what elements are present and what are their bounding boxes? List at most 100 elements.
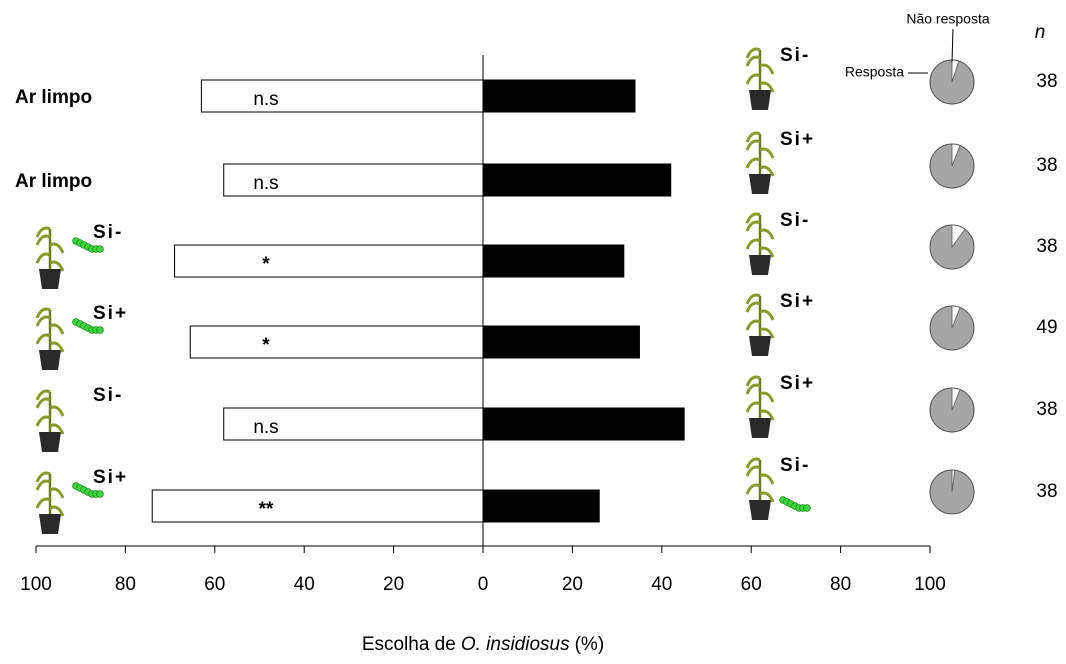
n-header: n — [1035, 22, 1046, 43]
x-tick-label: 20 — [562, 574, 583, 595]
right-treatment-label: Si+ — [780, 129, 815, 150]
right-treatment-label: Si- — [780, 210, 810, 231]
right-treatment-label: Si+ — [780, 291, 815, 312]
leaf — [747, 467, 760, 476]
pie-label-leader — [952, 29, 953, 62]
leaf — [760, 393, 773, 402]
leaf — [747, 321, 760, 330]
x-tick-label: 100 — [20, 574, 52, 595]
chart: 100 80 60 40 20 0 20 40 60 80 100 Escolha deO. insi… — [0, 0, 1066, 659]
left-treatment-label: Si- — [93, 222, 123, 243]
bar — [190, 326, 483, 358]
x-tick-label: 60 — [741, 574, 762, 595]
bar — [152, 490, 483, 522]
n-value: 38 — [1036, 155, 1057, 176]
plant-icon — [747, 295, 773, 356]
leaf — [37, 481, 50, 490]
plant-icon — [37, 309, 63, 370]
segment — [97, 246, 104, 253]
left-treatment-label: Si+ — [93, 303, 128, 324]
leaf — [37, 417, 50, 426]
left-treatment-label: Ar limpo — [15, 87, 92, 108]
plant-icon — [37, 228, 63, 289]
n-value: 38 — [1036, 71, 1057, 92]
pie-label: Não resposta — [906, 11, 989, 27]
right-treatment-label: Si- — [780, 455, 810, 476]
bar — [483, 490, 599, 522]
segment — [804, 505, 811, 512]
x-tick-label: 40 — [651, 574, 672, 595]
leaf — [37, 335, 50, 344]
n-value: 38 — [1036, 399, 1057, 420]
segment — [97, 327, 104, 334]
leaf — [760, 311, 773, 320]
leaf — [50, 407, 63, 416]
leaf — [747, 159, 760, 168]
leaf — [50, 244, 63, 253]
plant-icon — [747, 459, 773, 520]
pot — [39, 514, 61, 534]
x-tick-label: 40 — [294, 574, 315, 595]
pot — [749, 90, 771, 110]
plant-icon — [747, 214, 773, 275]
leaf — [37, 499, 50, 508]
x-tick-label: 0 — [478, 574, 489, 595]
leaf — [37, 399, 50, 408]
significance-label: n.s — [253, 89, 278, 110]
pie-label: Resposta — [845, 64, 904, 80]
left-treatment-label: Si+ — [93, 467, 128, 488]
plant-icon — [747, 49, 773, 110]
leaf — [37, 317, 50, 326]
n-value: 38 — [1036, 236, 1057, 257]
plant-icon — [747, 377, 773, 438]
leaf — [760, 149, 773, 158]
left-treatment-label: Si- — [93, 385, 123, 406]
significance-label: n.s — [253, 417, 278, 438]
significance-label: * — [262, 335, 270, 356]
plant-icon — [37, 473, 63, 534]
pot — [39, 269, 61, 289]
pot — [39, 350, 61, 370]
n-value: 38 — [1036, 481, 1057, 502]
x-tick-label: 80 — [115, 574, 136, 595]
significance-label: n.s — [253, 173, 278, 194]
caterpillar-icon — [780, 497, 811, 512]
pot — [749, 255, 771, 275]
plant-icon — [747, 133, 773, 194]
leaf — [760, 230, 773, 239]
pot — [749, 418, 771, 438]
leaf — [747, 485, 760, 494]
leaf — [37, 236, 50, 245]
leaf — [50, 325, 63, 334]
leaf — [747, 403, 760, 412]
x-tick-label: 20 — [383, 574, 404, 595]
pot — [39, 432, 61, 452]
bar — [483, 245, 624, 277]
leaf — [747, 141, 760, 150]
leaf — [747, 75, 760, 84]
bar — [201, 80, 483, 112]
leaf — [760, 475, 773, 484]
significance-label: * — [262, 254, 270, 275]
leaf — [760, 65, 773, 74]
bar — [483, 164, 671, 196]
x-tick-label: 60 — [204, 574, 225, 595]
right-treatment-label: Si- — [780, 45, 810, 66]
x-tick-label: 100 — [914, 574, 946, 595]
left-treatment-label: Ar limpo — [15, 171, 92, 192]
right-treatment-label: Si+ — [780, 373, 815, 394]
x-tick-label: 80 — [830, 574, 851, 595]
x-label-part: Escolha de — [362, 634, 456, 655]
leaf — [747, 385, 760, 394]
pot — [749, 174, 771, 194]
significance-label: ** — [259, 499, 274, 520]
n-value: 49 — [1036, 317, 1057, 338]
leaf — [747, 240, 760, 249]
bar — [175, 245, 483, 277]
x-label-part: (%) — [575, 634, 605, 655]
pot — [749, 500, 771, 520]
segment — [97, 491, 104, 498]
leaf — [747, 303, 760, 312]
bar — [483, 408, 684, 440]
